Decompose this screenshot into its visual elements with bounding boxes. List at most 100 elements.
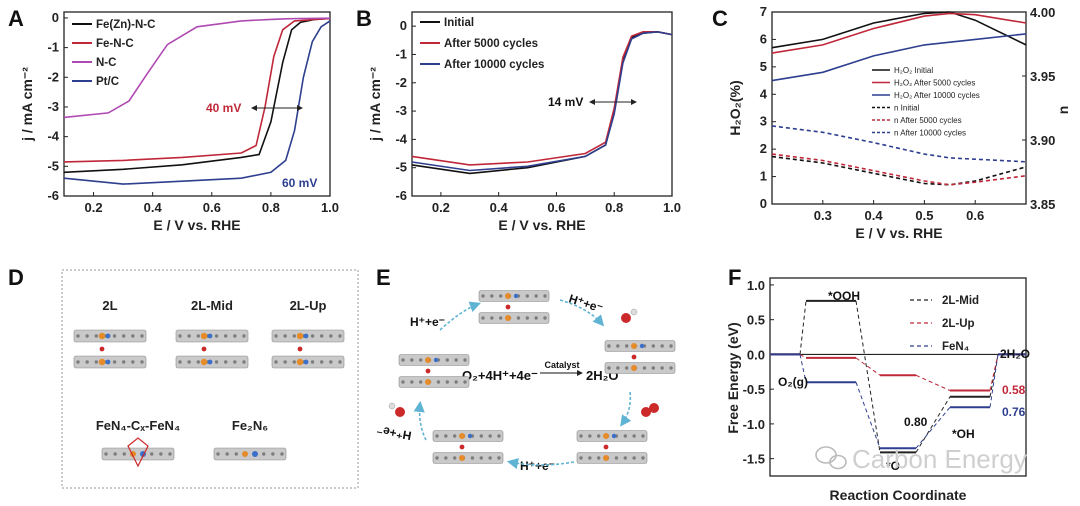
legend-label: N-C (96, 57, 116, 69)
water-molecule-icon (395, 407, 405, 417)
y-tick-label: 0.5 (747, 313, 765, 328)
hydrogen-atom-icon (630, 308, 638, 316)
y-tick-label: 1 (760, 169, 767, 184)
annotation-f-3: *OH (952, 427, 975, 441)
x-tick-label: 0.4 (144, 200, 163, 215)
single-layer-structure (101, 447, 175, 461)
y-tick-label: 0.0 (747, 347, 765, 362)
annotation-f-7: 0.76 (1002, 405, 1026, 419)
chart-f: 1.0 0.5 0.0 -0.5 -1.0 -1.5 Reaction Coordinate… (725, 277, 1030, 503)
bilayer-structure (604, 340, 676, 374)
graphene-layer (213, 447, 287, 461)
panel-letter-f: F (728, 265, 741, 290)
series-line-0 (771, 11, 1027, 49)
structure-label-2l-mid: 2L-Mid (191, 298, 233, 313)
panel-d-frame (61, 269, 359, 489)
x-tick-label: 0.4 (865, 208, 884, 223)
oxygen-molecule-icon (649, 403, 659, 413)
y-tick-label: -2 (395, 75, 407, 90)
connector-0-2 (855, 300, 881, 453)
chart-a: 0.2 0.4 0.6 0.8 1.0 0 -1 -2 -3 -4 -5 -6 E / V vs. RH… (19, 10, 339, 233)
y-axis-label: Free Energy (eV) (725, 322, 741, 433)
x-tick-label: 0.4 (490, 200, 509, 215)
legend-label: n After 10000 cycles (894, 129, 966, 138)
y-tick-label: -5 (47, 158, 59, 173)
graphene-layer (398, 376, 470, 388)
series-line-0 (63, 17, 331, 174)
y-tick-label: 0 (52, 10, 59, 25)
connector-2-1 (799, 354, 807, 383)
connector-1-1 (799, 353, 807, 359)
annotation-f-6: 0.58 (1002, 383, 1026, 397)
x-axis-label: E / V vs. RHE (153, 217, 240, 233)
panel-letter-d: D (8, 265, 24, 290)
y-axis-label: j / mA cm⁻² (19, 67, 35, 142)
legend-label: FeN₄ (942, 341, 969, 353)
plot-frame (771, 11, 1027, 205)
structure-label-2l: 2L (102, 298, 117, 313)
structure-label-2l-up: 2L-Up (290, 298, 327, 313)
panel-d-structures: 2L 2L-Mid 2L-Up FeN₄-Cₓ-FeN₄ Fe₂N₆ (61, 269, 359, 489)
y2-tick-label: 4.00 (1030, 5, 1055, 20)
legend-label: 2L-Mid (942, 295, 979, 307)
y-tick-label: 2 (760, 141, 767, 156)
legend-label: n After 5000 cycles (894, 116, 962, 125)
y-tick-label: 4 (760, 86, 768, 101)
connector-0-3 (915, 396, 951, 453)
molecule-images-d (73, 329, 345, 468)
y-tick-label: -1.5 (743, 452, 765, 467)
arrow-step-1 (439, 301, 481, 331)
series-line-2 (63, 17, 331, 119)
connector-2-3 (915, 406, 951, 449)
x-tick-label: 0.5 (915, 208, 933, 223)
legend-label: H₂O₂ After 10000 cycles (894, 91, 980, 100)
y-tick-label: -4 (47, 129, 59, 144)
connector-1-2 (855, 357, 881, 376)
panel-letter-a: A (8, 6, 24, 31)
y-tick-label: -6 (395, 188, 407, 203)
y2-tick-label: 3.95 (1030, 69, 1055, 84)
bilayer-structure (576, 430, 648, 464)
x-tick-label: 1.0 (663, 200, 681, 215)
legend-label: Fe-N-C (96, 38, 134, 50)
oxygen-molecule-icon (641, 407, 651, 417)
x-tick-label: 0.6 (547, 200, 565, 215)
y-tick-label: 0 (760, 196, 767, 211)
bilayer-structure (73, 329, 147, 369)
y-tick-label: -1.0 (743, 417, 765, 432)
y-axis-label: H₂O₂(%) (727, 80, 743, 135)
cycle-arrows (413, 299, 632, 470)
y-tick-label: -1 (47, 40, 59, 55)
y-tick-label: -4 (395, 131, 407, 146)
step-label-3: H⁺+e⁻ (520, 459, 555, 473)
legend-label: Initial (444, 17, 474, 29)
bridge-outline (127, 437, 149, 468)
annotation-60mv: 60 mV (282, 176, 317, 190)
wechat-icon (815, 446, 847, 470)
legend-label: 2L-Up (942, 318, 975, 330)
annotation-f-5: 0.80 (904, 415, 928, 429)
series-line-2 (411, 30, 673, 172)
y-tick-label: 3 (760, 114, 767, 129)
graphene-layer (73, 329, 147, 343)
y-axis-label: j / mA cm⁻² (367, 67, 383, 142)
annotation-f-4: 2H₂O (1000, 347, 1030, 361)
bilayer-structure (478, 290, 550, 324)
x-tick-label: 0.8 (262, 200, 280, 215)
graphene-layer (576, 452, 648, 464)
annotation-f-0: *OOH (828, 289, 860, 303)
x-tick-label: 0.6 (203, 200, 221, 215)
series-line-1 (411, 31, 673, 166)
y-tick-label: -1 (395, 46, 407, 61)
x-axis-label: E / V vs. RHE (498, 217, 585, 233)
bilayer-structure (398, 354, 470, 388)
annotation-f-1: O₂(g) (778, 375, 808, 389)
molecule-images-e (388, 290, 676, 464)
series-line-2 (771, 33, 1027, 82)
connector-1-4 (989, 354, 999, 391)
legend-label: Pt/C (96, 76, 119, 88)
legend-label: H₂O₂ Initial (894, 66, 933, 75)
series-line-0 (411, 30, 673, 175)
structure-label-fe2n6: Fe₂N₆ (232, 418, 268, 433)
panel-letter-b: B (356, 6, 372, 31)
